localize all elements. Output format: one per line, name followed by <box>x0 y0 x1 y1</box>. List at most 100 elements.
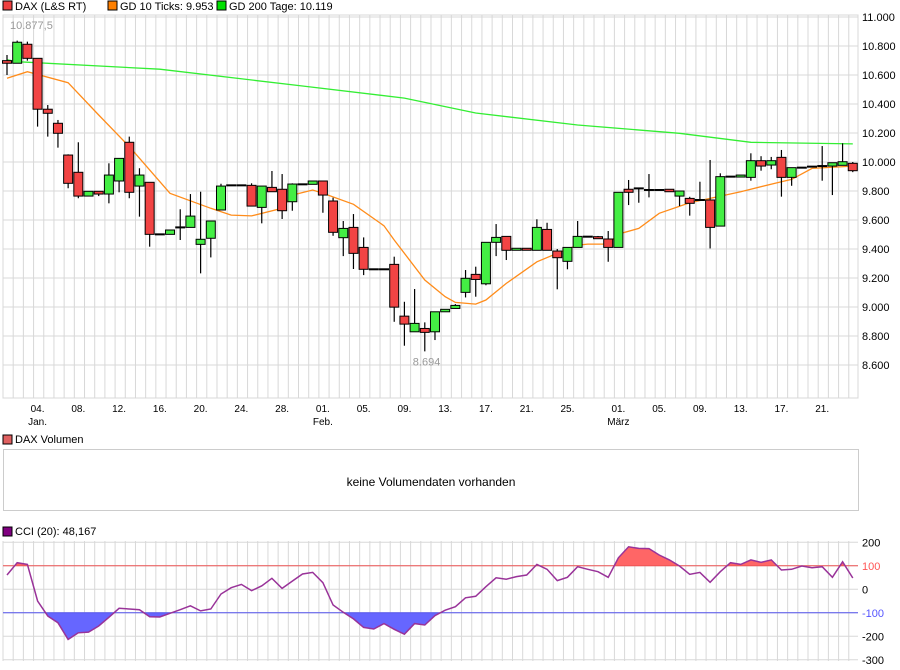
candle-body <box>440 308 451 313</box>
candle <box>93 190 104 197</box>
candle-body <box>338 227 349 239</box>
candle <box>745 153 756 181</box>
candle-body <box>562 246 573 262</box>
candle-body <box>552 250 563 259</box>
candle-body <box>460 277 471 293</box>
candle-body <box>256 185 267 208</box>
candle-body <box>664 188 675 193</box>
candle <box>643 174 654 198</box>
cci-oversold-area <box>7 612 853 640</box>
legend-swatch <box>216 0 227 11</box>
x-month-label: Jan. <box>28 417 47 428</box>
candle-body <box>246 184 257 207</box>
candle <box>328 197 339 236</box>
candle <box>144 181 155 247</box>
price-y-axis: 8.600 8.800 9.000 9.200 9.400 9.600 9.800 10.00… <box>862 12 896 372</box>
candle <box>409 289 420 333</box>
y-tick-label: 8.600 <box>862 360 890 372</box>
candle-body <box>521 247 532 251</box>
candle <box>358 237 369 276</box>
main-legend: DAX (L&S RT) GD 10 Ticks: 9.953 GD 200 Tag… <box>2 0 333 13</box>
x-tick-label: 09. <box>693 404 707 415</box>
price-grid <box>2 14 859 399</box>
candle <box>491 224 502 257</box>
y-tick-label: 9.200 <box>862 273 890 285</box>
candle <box>12 40 23 64</box>
candle-body <box>83 190 94 197</box>
candle <box>215 183 226 211</box>
candle-body <box>307 180 318 185</box>
candle-body <box>480 241 491 285</box>
candle-body <box>317 180 328 196</box>
candle <box>694 181 705 201</box>
candle <box>664 188 675 193</box>
candle-body <box>501 235 512 251</box>
candlestick-series <box>2 40 858 352</box>
cci-overbought-area <box>7 546 853 566</box>
candle-body <box>847 162 858 172</box>
candle-body <box>531 226 542 251</box>
price-annotations: 10.877,5 8.694 <box>10 20 440 369</box>
y-tick-label: 10.400 <box>862 99 896 111</box>
candle <box>277 174 288 219</box>
candle-body <box>114 157 125 182</box>
candle <box>22 41 33 61</box>
date-x-axis: 04. Jan. 08. 12. 16. 20. 24. 28. 01. Feb. 05. 09. 13… <box>28 404 829 428</box>
candle-body <box>766 160 777 166</box>
candle <box>246 183 257 207</box>
legend-label: GD 200 Tage: 10.119 <box>229 1 333 13</box>
candle-body <box>593 236 604 240</box>
x-tick-label: 21. <box>520 404 534 415</box>
volume-empty-message: keine Volumendaten vorhanden <box>347 475 516 489</box>
x-tick-label: 17. <box>479 404 493 415</box>
candle <box>511 247 522 251</box>
x-month-label: März <box>607 417 629 428</box>
candle-body <box>22 43 33 59</box>
candle-body <box>215 185 226 211</box>
candle <box>674 190 685 207</box>
y-tick-label: 10.600 <box>862 70 896 82</box>
candle-body <box>2 60 12 64</box>
candle <box>623 179 634 206</box>
candle <box>124 136 135 199</box>
x-tick-label: 12. <box>112 404 126 415</box>
x-tick-label: 13. <box>438 404 452 415</box>
candle <box>542 222 553 251</box>
candle-body <box>603 238 614 248</box>
candle-body <box>776 156 787 178</box>
candle-body <box>623 188 634 193</box>
candle <box>572 221 583 248</box>
candle <box>73 142 84 199</box>
x-tick-label: 13. <box>734 404 748 415</box>
candle-body <box>399 315 410 325</box>
y-tick-label: 8.800 <box>862 331 890 343</box>
candle-body <box>684 197 695 204</box>
candle-body <box>827 162 838 167</box>
cci-y-tick-label: 200 <box>862 537 880 549</box>
gd200-line <box>6 59 853 145</box>
candle-body <box>165 229 176 235</box>
x-tick-label: 25. <box>560 404 574 415</box>
candle <box>185 194 196 228</box>
candle-body <box>491 236 502 243</box>
cci-y-tick-label: -100 <box>862 608 884 620</box>
cci-panel: 200 100 0 -100 -200 -300 <box>2 537 884 667</box>
x-tick-label: 16. <box>153 404 167 415</box>
candle-body <box>837 161 848 166</box>
candle-body <box>12 41 23 64</box>
candle <box>786 167 797 186</box>
x-tick-label: 04. <box>31 404 45 415</box>
candle-body <box>63 154 74 184</box>
candle <box>450 304 461 309</box>
candle <box>776 149 787 197</box>
candle <box>521 247 532 251</box>
candle <box>195 191 206 274</box>
candle <box>501 235 512 261</box>
candle-body <box>205 220 216 239</box>
candle <box>32 57 43 127</box>
candle-body <box>134 174 145 187</box>
candle <box>470 266 481 297</box>
x-tick-label: 05. <box>652 404 666 415</box>
volume-legend-swatch <box>2 434 13 445</box>
